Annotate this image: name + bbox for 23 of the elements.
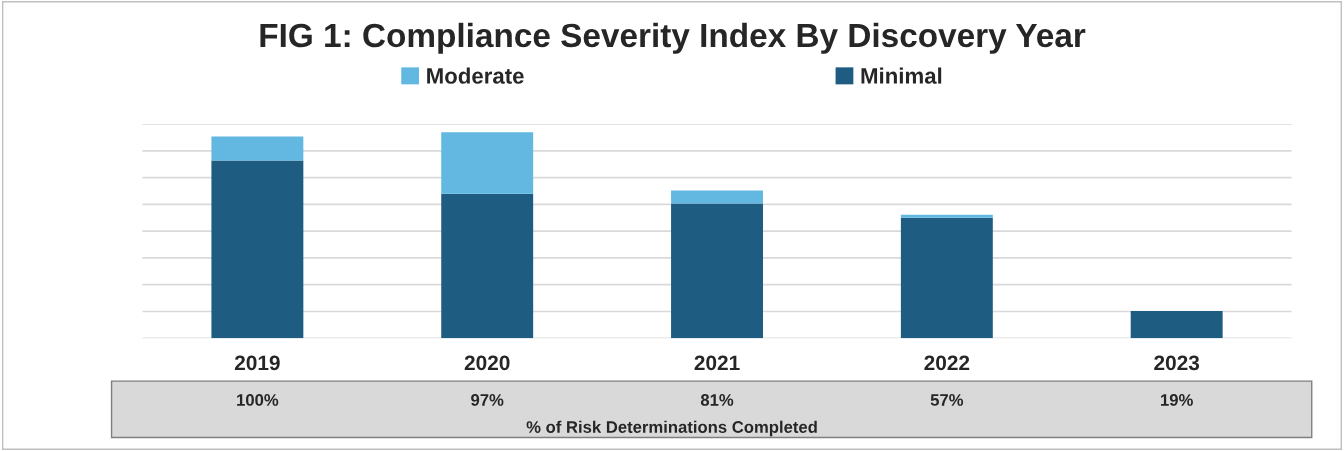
bar	[441, 193, 534, 339]
text: % of Risk Determinations Completed	[526, 420, 817, 437]
bar	[671, 190, 763, 204]
x-tick-label: 2021	[694, 355, 740, 371]
text: 97%	[471, 394, 504, 406]
bar	[211, 136, 304, 161]
text: 100%	[237, 394, 279, 406]
text: 81%	[700, 394, 734, 406]
x-tick-label: 2019	[234, 355, 280, 371]
legend-label: Moderate	[427, 67, 524, 84]
bar	[900, 214, 993, 218]
text: 19%	[1161, 394, 1193, 406]
bar	[671, 203, 763, 339]
legend-label: Minimal	[861, 67, 942, 84]
x-tick-label: 2022	[924, 355, 970, 371]
bar	[900, 217, 993, 339]
x-tick-label: 2023	[1154, 355, 1200, 371]
bar	[211, 160, 304, 339]
chart-title: FIG 1: Compliance Severity Index By Discovery Year	[260, 22, 1086, 54]
bar	[1130, 311, 1223, 339]
x-tick-label: 2020	[464, 355, 510, 371]
text: 57%	[930, 394, 964, 406]
bar	[441, 132, 534, 194]
